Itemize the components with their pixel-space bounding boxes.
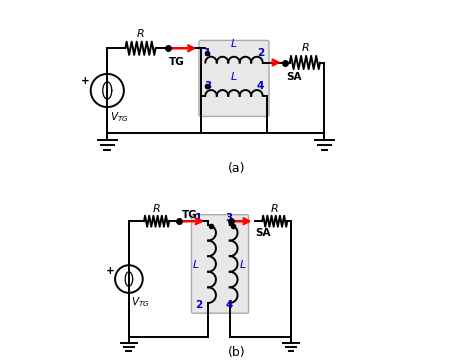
Text: $L$: $L$ <box>239 258 247 270</box>
Text: (a): (a) <box>228 162 246 175</box>
Text: $L$: $L$ <box>230 70 238 82</box>
Text: 3: 3 <box>204 81 211 91</box>
Text: 2: 2 <box>257 48 264 58</box>
Text: $R$: $R$ <box>152 202 161 214</box>
Text: $V_{TG}$: $V_{TG}$ <box>110 110 128 124</box>
Text: 1: 1 <box>195 213 202 223</box>
Text: +: + <box>81 76 90 87</box>
Text: $L$: $L$ <box>230 37 238 49</box>
FancyBboxPatch shape <box>191 215 248 313</box>
Text: +: + <box>106 266 115 277</box>
Text: SA: SA <box>286 72 301 81</box>
Text: 1: 1 <box>204 48 211 58</box>
Text: $V_{TG}$: $V_{TG}$ <box>131 296 150 310</box>
Text: $L$: $L$ <box>192 258 200 270</box>
FancyBboxPatch shape <box>199 41 269 117</box>
Text: TG: TG <box>169 57 185 67</box>
Text: TG: TG <box>182 210 198 220</box>
Text: $R$: $R$ <box>136 27 145 39</box>
Text: 3: 3 <box>226 213 233 223</box>
Text: $R$: $R$ <box>301 42 309 54</box>
Text: 4: 4 <box>257 81 264 91</box>
Text: 4: 4 <box>226 300 233 311</box>
Text: 2: 2 <box>195 300 202 311</box>
Text: SA: SA <box>255 228 271 238</box>
Text: (b): (b) <box>228 346 246 359</box>
Text: $R$: $R$ <box>270 202 279 214</box>
